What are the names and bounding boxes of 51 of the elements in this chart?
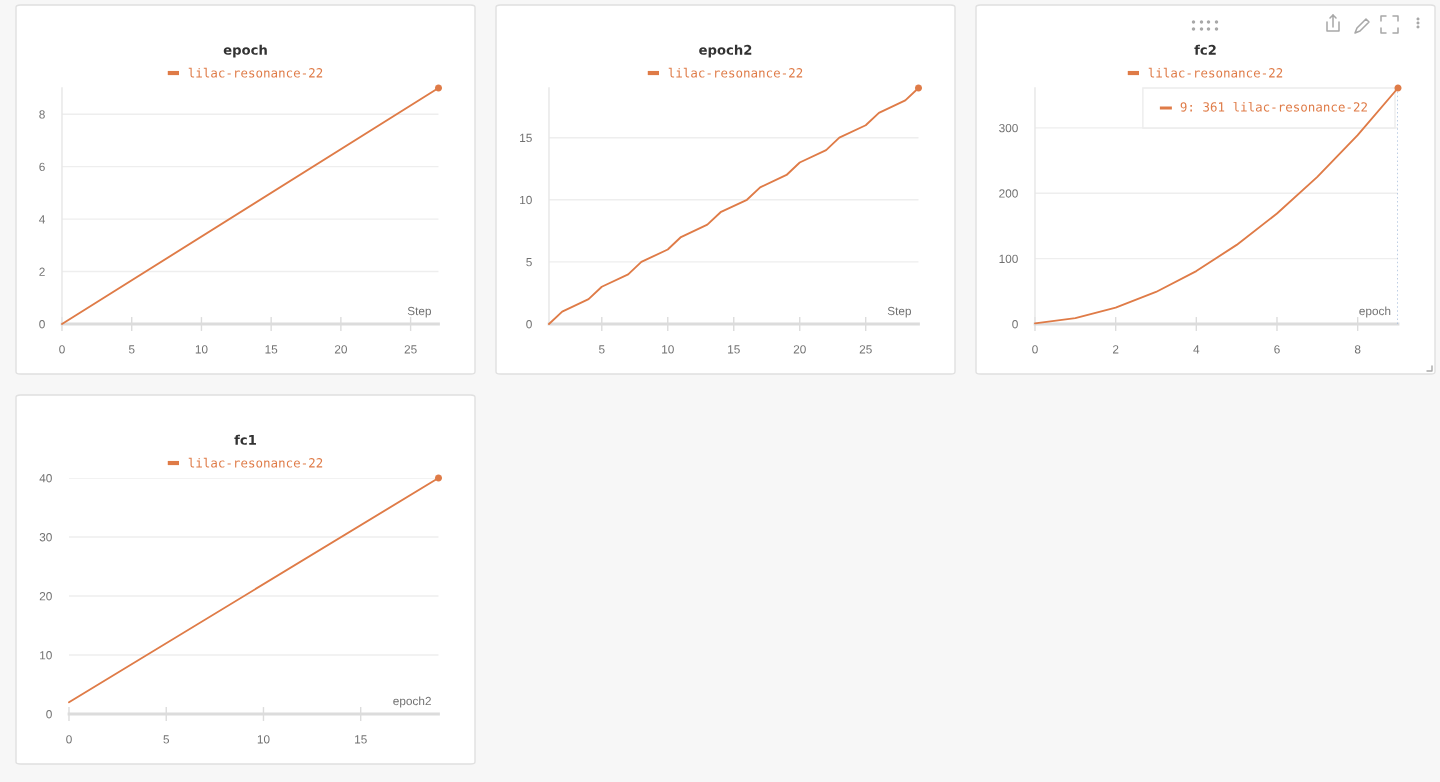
y-tick-label: 10 [40, 651, 52, 660]
legend-label: lilac-resonance-22 [188, 67, 323, 78]
y-tick-label: 0 [46, 710, 52, 719]
x-tick-label: 15 [728, 345, 740, 354]
y-tick-label: 10 [520, 195, 532, 205]
x-tick-label: 15 [265, 345, 278, 354]
y-tick-label: 30 [39, 533, 52, 542]
y-tick-label: 5 [526, 258, 532, 267]
y-tick-label: 6 [39, 162, 45, 172]
y-tick-label: 100 [999, 254, 1018, 264]
legend-label: lilac-resonance-22 [1148, 67, 1283, 78]
x-tick-label: 20 [334, 345, 347, 354]
x-axis-title: epoch2 [393, 696, 431, 708]
x-tick-label: 0 [1032, 345, 1038, 354]
chart-title: fc2 [1194, 44, 1216, 55]
y-tick-label: 15 [520, 133, 532, 143]
x-tick-label: 4 [1193, 345, 1200, 354]
x-tick-label: 10 [195, 345, 208, 354]
x-axis-title: epoch [1359, 306, 1391, 318]
x-tick-label: 25 [859, 345, 872, 354]
x-tick-label: 15 [355, 735, 367, 744]
chart-title: epoch2 [699, 44, 752, 58]
x-tick-label: 6 [1274, 345, 1280, 354]
y-tick-label: 2 [39, 267, 45, 276]
annotation: 9: 361 lilac-resonance-22 [1180, 101, 1367, 112]
x-tick-label: 5 [598, 345, 605, 354]
x-tick-label: 5 [163, 735, 170, 744]
y-tick-label: 300 [999, 123, 1018, 133]
y-tick-label: 0 [39, 320, 45, 329]
x-tick-label: 5 [128, 345, 135, 354]
chart-title: fc1 [234, 434, 256, 445]
y-tick-label: 4 [39, 215, 45, 224]
legend-label: lilac-resonance-22 [668, 67, 803, 78]
x-tick-label: 2 [1112, 345, 1119, 354]
legend-label: lilac-resonance-22 [188, 457, 323, 468]
x-tick-label: 20 [793, 345, 806, 354]
y-tick-label: 200 [999, 189, 1018, 198]
y-tick-label: 8 [39, 110, 45, 119]
x-tick-label: 8 [1354, 345, 1361, 354]
chart-title: epoch [223, 44, 267, 58]
x-tick-label: 25 [404, 345, 417, 354]
y-tick-label: 0 [1012, 320, 1018, 329]
y-tick-label: 20 [39, 592, 52, 601]
x-tick-label: 0 [59, 345, 65, 354]
y-tick-label: 0 [526, 320, 532, 329]
x-tick-label: 0 [66, 735, 72, 744]
x-axis-title: Step [407, 306, 432, 318]
x-tick-label: 10 [662, 345, 674, 354]
x-axis-title: Step [887, 306, 912, 318]
y-tick-label: 40 [39, 474, 52, 483]
x-tick-label: 10 [257, 735, 270, 744]
